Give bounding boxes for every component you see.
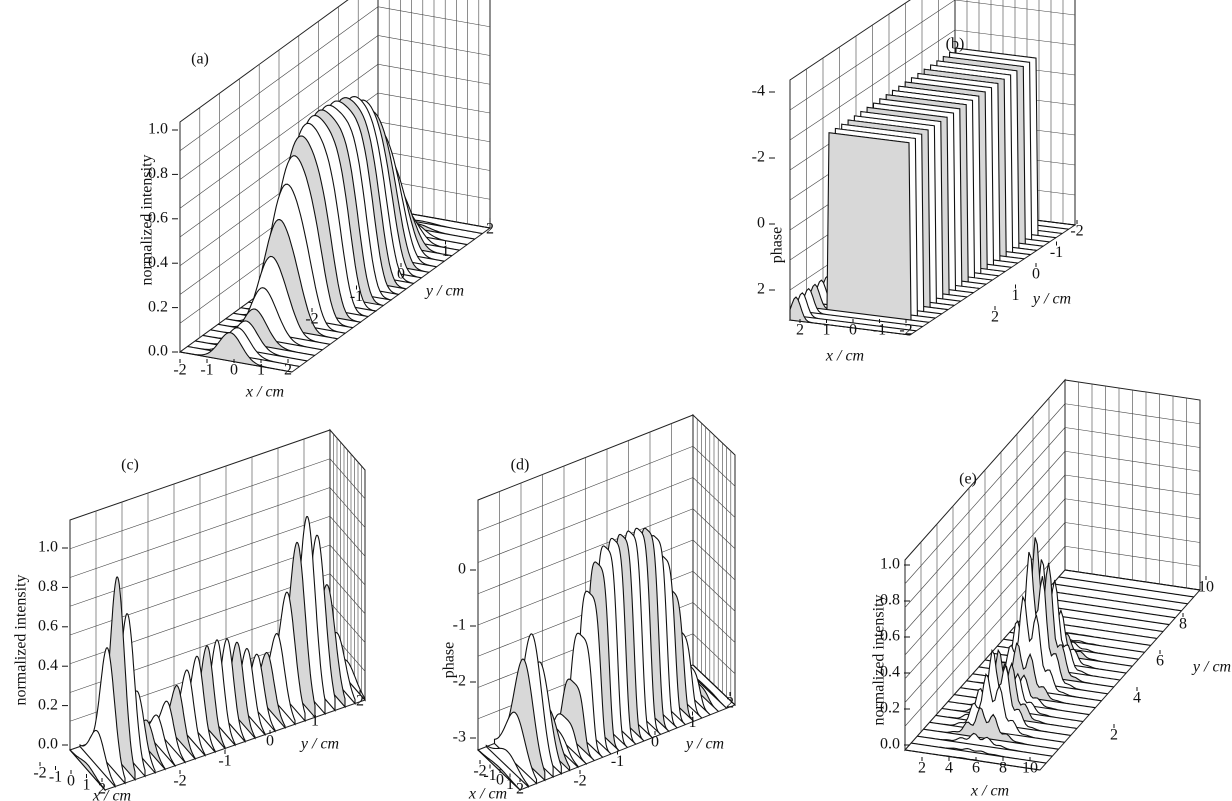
x-axis-label: x / cm <box>92 788 131 801</box>
z-axis-label: normalized intensity <box>139 154 156 285</box>
z-tick-label: 0 <box>458 561 466 578</box>
y-tick-label: -1 <box>350 288 363 305</box>
x-tick-label: -2 <box>33 765 46 782</box>
y-tick-label: 1 <box>311 713 319 730</box>
x-tick-label: 1 <box>83 777 91 794</box>
x-axis-label: x / cm <box>468 786 507 801</box>
x-tick-label: -1 <box>873 322 886 339</box>
y-axis-label: y / cm <box>299 736 339 753</box>
z-tick-label: 0 <box>757 215 765 232</box>
x-tick-label: 2 <box>516 781 524 798</box>
x-tick-label: -1 <box>200 362 213 379</box>
x-tick-label: 4 <box>945 760 953 777</box>
z-tick-label: -2 <box>752 149 765 166</box>
y-tick-label: 2 <box>356 693 364 710</box>
x-axis-label: x / cm <box>245 384 284 401</box>
z-tick-label: 0.0 <box>148 343 168 360</box>
y-tick-label: 1 <box>442 243 450 260</box>
x-tick-label: 10 <box>1022 760 1038 777</box>
y-tick-label: 8 <box>1179 616 1187 633</box>
y-tick-label: -1 <box>218 753 231 770</box>
y-axis-label: y / cm <box>684 736 724 753</box>
y-axis-label: y / cm <box>1031 291 1071 308</box>
y-tick-label: 1 <box>1012 287 1020 304</box>
z-tick-label: 0.8 <box>38 578 58 595</box>
y-tick-label: -1 <box>1050 244 1063 261</box>
z-tick-label: -3 <box>453 729 466 746</box>
x-tick-label: -1 <box>49 769 62 786</box>
x-tick-label: 2 <box>284 362 292 379</box>
y-tick-label: 2 <box>486 221 494 238</box>
z-axis-label: normalized intensity <box>871 594 888 725</box>
y-tick-label: 10 <box>1198 579 1214 596</box>
y-tick-label: 0 <box>266 733 274 750</box>
z-tick-label: 1.0 <box>38 539 58 556</box>
x-tick-label: 1 <box>823 322 831 339</box>
x-tick-label: 1 <box>257 362 265 379</box>
z-tick-label: 0.0 <box>38 736 58 753</box>
y-tick-label: -1 <box>611 753 624 770</box>
y-tick-label: 1 <box>689 714 697 731</box>
z-tick-label: -4 <box>752 83 765 100</box>
y-tick-label: -2 <box>173 773 186 790</box>
x-tick-label: -2 <box>899 322 912 339</box>
y-axis-label: y / cm <box>424 283 464 300</box>
y-tick-label: 0 <box>397 266 405 283</box>
z-tick-label: 0.2 <box>38 696 58 713</box>
figure: 0.00.20.40.60.81.0-2-1012-2-1012(a)x / c… <box>0 0 1232 801</box>
z-tick-label: 0.4 <box>38 657 58 674</box>
y-tick-label: 0 <box>651 734 659 751</box>
z-tick-label: 2 <box>757 281 765 298</box>
y-tick-label: -2 <box>573 773 586 790</box>
y-tick-label: 2 <box>726 695 734 712</box>
panel: -4-202210-1-2-2-1012(b)x / cmy / cmphase <box>752 0 1084 365</box>
x-tick-label: 0 <box>67 773 75 790</box>
z-tick-label: 0.6 <box>38 617 58 634</box>
z-tick-label: 1.0 <box>148 121 168 138</box>
z-tick-label: 1.0 <box>880 556 900 573</box>
x-tick-label: -1 <box>483 767 496 784</box>
x-tick-label: 2 <box>796 322 804 339</box>
panel-label: (b) <box>946 36 965 53</box>
y-tick-label: 2 <box>1110 727 1118 744</box>
y-tick-label: -2 <box>1070 223 1083 240</box>
z-axis-label: normalized intensity <box>13 574 30 705</box>
z-tick-label: -1 <box>453 617 466 634</box>
z-tick-label: 0.2 <box>148 298 168 315</box>
x-tick-label: 2 <box>918 760 926 777</box>
x-tick-label: 0 <box>230 362 238 379</box>
y-tick-label: 4 <box>1133 690 1141 707</box>
z-axis-label: phase <box>769 227 786 263</box>
panel-label: (a) <box>191 51 209 68</box>
z-axis-label: phase <box>441 642 458 678</box>
y-tick-label: -2 <box>305 311 318 328</box>
x-tick-label: 1 <box>506 776 514 793</box>
x-tick-label: 0 <box>849 322 857 339</box>
panel-label: (d) <box>511 457 530 474</box>
y-tick-label: 2 <box>991 309 999 326</box>
panel: 0-1-2-3-2-1012-2-1012(d)x / cmy / cmphas… <box>441 415 735 801</box>
y-tick-label: 0 <box>1032 266 1040 283</box>
x-tick-label: 8 <box>999 760 1007 777</box>
x-tick-label: -2 <box>173 362 186 379</box>
x-axis-label: x / cm <box>970 783 1009 800</box>
z-tick-label: 0.0 <box>880 736 900 753</box>
panel-label: (e) <box>959 471 977 488</box>
panel-label: (c) <box>121 457 139 474</box>
y-tick-label: 6 <box>1156 653 1164 670</box>
x-axis-label: x / cm <box>825 348 864 365</box>
x-tick-label: 6 <box>972 760 980 777</box>
y-axis-label: y / cm <box>1191 659 1231 676</box>
